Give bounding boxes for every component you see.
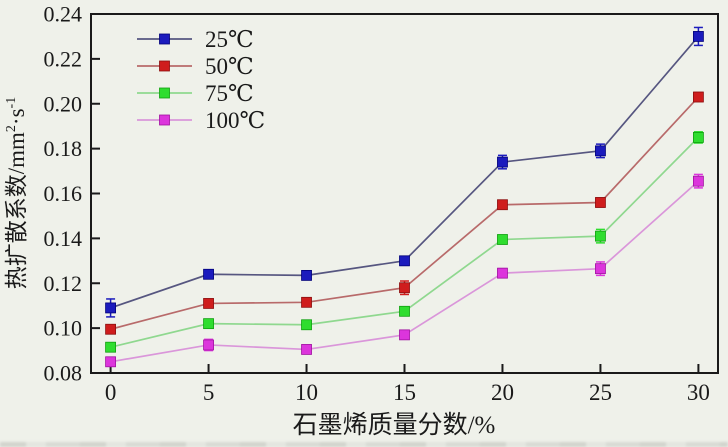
chart-render-root: 0.08 0.10 0.12 0.14 0.16 0.18 0.20 0.22 0.24 0 5 10… [44, 2, 719, 405]
data-point-marker [497, 234, 508, 245]
data-point-marker [105, 302, 116, 314]
series-25℃ [105, 26, 704, 318]
data-point-marker [595, 263, 606, 275]
data-point-marker [203, 298, 214, 309]
legend-item-100℃: 100℃ [137, 108, 265, 133]
data-point-marker [595, 145, 606, 157]
legend-label: 100℃ [205, 108, 265, 133]
x-tick-label: 15 [393, 380, 416, 405]
data-point-marker [595, 197, 606, 208]
data-point-marker [399, 282, 410, 294]
data-point-marker [203, 339, 214, 351]
x-axis-label: 石墨烯质量分数/% [293, 411, 496, 439]
y-tick-label: 0.20 [44, 91, 83, 116]
legend-label: 75℃ [205, 81, 254, 106]
y-tick-label: 0.14 [44, 226, 83, 251]
data-point-marker [203, 318, 214, 330]
x-tick-label: 5 [203, 380, 215, 405]
legend-item-75℃: 75℃ [137, 81, 254, 106]
data-point-marker [497, 199, 508, 211]
legend-label: 25℃ [205, 27, 254, 52]
data-point-marker [301, 319, 312, 331]
data-point-marker [399, 305, 410, 317]
plot-frame [90, 13, 719, 374]
y-axis-label-base: 热扩散系数/mm [4, 132, 29, 289]
y-axis-label: 热扩散系数/mm2·s-1 [4, 97, 29, 289]
legend-marker-sample [159, 87, 170, 99]
y-tick-label: 0.16 [44, 181, 83, 206]
y-axis-label-superscript-2: 2 [4, 125, 19, 132]
y-axis-label-superscript-minus1: -1 [4, 97, 19, 109]
legend-item-50℃: 50℃ [137, 54, 254, 79]
y-tick-label: 0.12 [44, 271, 83, 296]
legend-marker-sample [159, 33, 170, 45]
y-axis-label-unit: ·s [4, 108, 29, 125]
series-75℃ [105, 131, 704, 353]
legend-marker-sample [159, 60, 170, 72]
data-point-marker [693, 91, 704, 103]
data-point-marker [399, 255, 410, 267]
legend-item-25℃: 25℃ [137, 27, 254, 52]
data-point-marker [497, 156, 508, 168]
data-point-marker [595, 230, 606, 242]
data-point-marker [301, 344, 312, 355]
legend-marker-sample [159, 114, 170, 126]
data-point-marker [693, 31, 704, 42]
series-100℃ [105, 173, 704, 368]
cropped-caption-strip [0, 442, 728, 447]
y-tick-label: 0.24 [44, 2, 83, 27]
data-point-marker [399, 329, 410, 341]
x-tick-label: 10 [295, 380, 318, 405]
data-point-marker [105, 323, 116, 335]
data-point-marker [105, 356, 116, 368]
y-tick-label: 0.18 [44, 136, 83, 161]
legend-label: 50℃ [205, 54, 254, 79]
data-point-marker [105, 341, 116, 353]
y-tick-label: 0.10 [44, 316, 83, 341]
data-point-marker [301, 296, 312, 308]
x-tick-label: 20 [491, 380, 514, 405]
data-point-marker [301, 269, 312, 281]
data-point-marker [497, 267, 508, 279]
x-tick-label: 25 [589, 380, 612, 405]
data-point-marker [693, 132, 704, 143]
data-point-marker [693, 175, 704, 187]
x-tick-label: 0 [105, 380, 117, 405]
data-point-marker [203, 268, 214, 280]
y-tick-label: 0.08 [44, 361, 83, 386]
x-tick-label: 30 [687, 380, 710, 405]
y-tick-label: 0.22 [44, 46, 83, 71]
series-line [110, 35, 700, 309]
series-50℃ [105, 91, 704, 335]
